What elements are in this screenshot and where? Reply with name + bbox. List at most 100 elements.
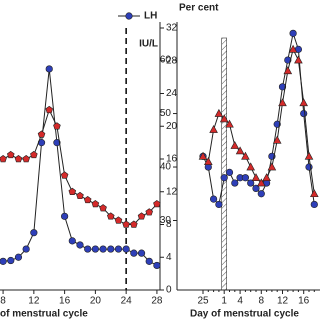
highlight-bar xyxy=(221,37,227,291)
point xyxy=(99,245,107,253)
x-tick-label: 25 xyxy=(197,296,209,307)
point xyxy=(60,171,69,179)
point xyxy=(210,195,218,203)
point xyxy=(283,66,293,75)
point xyxy=(0,155,7,163)
series-line xyxy=(202,47,315,194)
point xyxy=(30,229,38,237)
point xyxy=(22,155,30,163)
y-tick-label: 28 xyxy=(166,55,178,66)
x-tick-label: 12 xyxy=(277,296,289,307)
y-tick-label: 8 xyxy=(166,219,172,230)
point xyxy=(230,141,240,149)
point xyxy=(300,109,308,118)
y-tick-label: 30 xyxy=(160,215,172,226)
point xyxy=(220,174,228,182)
point xyxy=(198,151,208,160)
x-tick-label: 4 xyxy=(237,296,243,307)
point xyxy=(267,162,277,171)
point xyxy=(251,173,261,182)
y-axis-title: Per cent xyxy=(179,3,219,14)
y-tick-label: 16 xyxy=(166,154,178,165)
point xyxy=(262,173,271,182)
point xyxy=(22,245,30,253)
x-tick-label: 12 xyxy=(28,296,40,307)
x-tick-label: 20 xyxy=(90,296,102,307)
point xyxy=(84,245,92,253)
point xyxy=(130,249,138,257)
y-tick-label: 32 xyxy=(166,23,178,34)
x-tick-label: 24 xyxy=(121,296,133,307)
point xyxy=(114,245,123,253)
point xyxy=(68,237,76,245)
x-tick-label: 16 xyxy=(298,296,310,307)
point xyxy=(76,241,84,249)
point xyxy=(209,124,218,133)
point xyxy=(7,256,15,265)
x-axis-title: of menstrual cycle xyxy=(0,309,88,320)
point xyxy=(91,245,99,253)
point xyxy=(68,187,77,195)
point xyxy=(53,139,61,147)
point xyxy=(304,151,314,160)
point xyxy=(272,135,282,144)
x-tick-label: 8 xyxy=(0,296,6,307)
series-line xyxy=(202,31,315,206)
x-tick-label: 28 xyxy=(151,296,163,307)
point xyxy=(252,184,260,193)
y-tick-label: 20 xyxy=(166,121,178,132)
y-tick-label: 50 xyxy=(160,108,172,119)
x-tick-label: 8 xyxy=(259,296,265,307)
point xyxy=(219,114,229,123)
point xyxy=(37,130,46,138)
point xyxy=(284,56,292,64)
point xyxy=(288,44,298,53)
y-tick-label: 60 xyxy=(160,55,172,66)
point xyxy=(122,220,130,228)
point xyxy=(130,220,138,228)
point xyxy=(145,208,154,216)
point xyxy=(91,200,100,208)
point xyxy=(299,98,309,107)
x-tick-label: 16 xyxy=(59,296,71,307)
point xyxy=(309,189,319,198)
point xyxy=(310,200,318,209)
point xyxy=(203,157,213,165)
point xyxy=(145,257,153,265)
point xyxy=(14,253,23,261)
point xyxy=(53,122,61,130)
y-axis-title: IU/L xyxy=(139,39,158,50)
point xyxy=(137,249,146,257)
point xyxy=(6,150,15,159)
point xyxy=(153,261,161,270)
point xyxy=(107,245,115,253)
point xyxy=(30,150,38,159)
y-tick-label: 0 xyxy=(166,285,172,296)
point xyxy=(235,146,245,155)
point xyxy=(76,191,84,200)
point xyxy=(241,174,249,182)
y-tick-label: 4 xyxy=(166,252,172,263)
point xyxy=(278,98,287,107)
legend-label: LH xyxy=(144,11,157,22)
point xyxy=(225,168,234,176)
point xyxy=(137,212,146,220)
point xyxy=(257,190,265,198)
y-tick-label: 40 xyxy=(160,162,172,173)
point xyxy=(256,178,266,187)
point xyxy=(289,29,297,37)
point xyxy=(241,151,250,160)
point xyxy=(278,83,287,91)
point xyxy=(61,212,69,220)
y-tick-label: 12 xyxy=(166,186,178,197)
point xyxy=(247,179,255,187)
point xyxy=(45,65,53,73)
point xyxy=(99,204,107,212)
point xyxy=(45,105,54,114)
point xyxy=(215,200,223,209)
x-tick-label: 1 xyxy=(221,296,227,307)
x-axis-title: Day of menstrual cycle xyxy=(190,309,299,320)
point xyxy=(225,119,234,128)
point xyxy=(231,179,239,187)
